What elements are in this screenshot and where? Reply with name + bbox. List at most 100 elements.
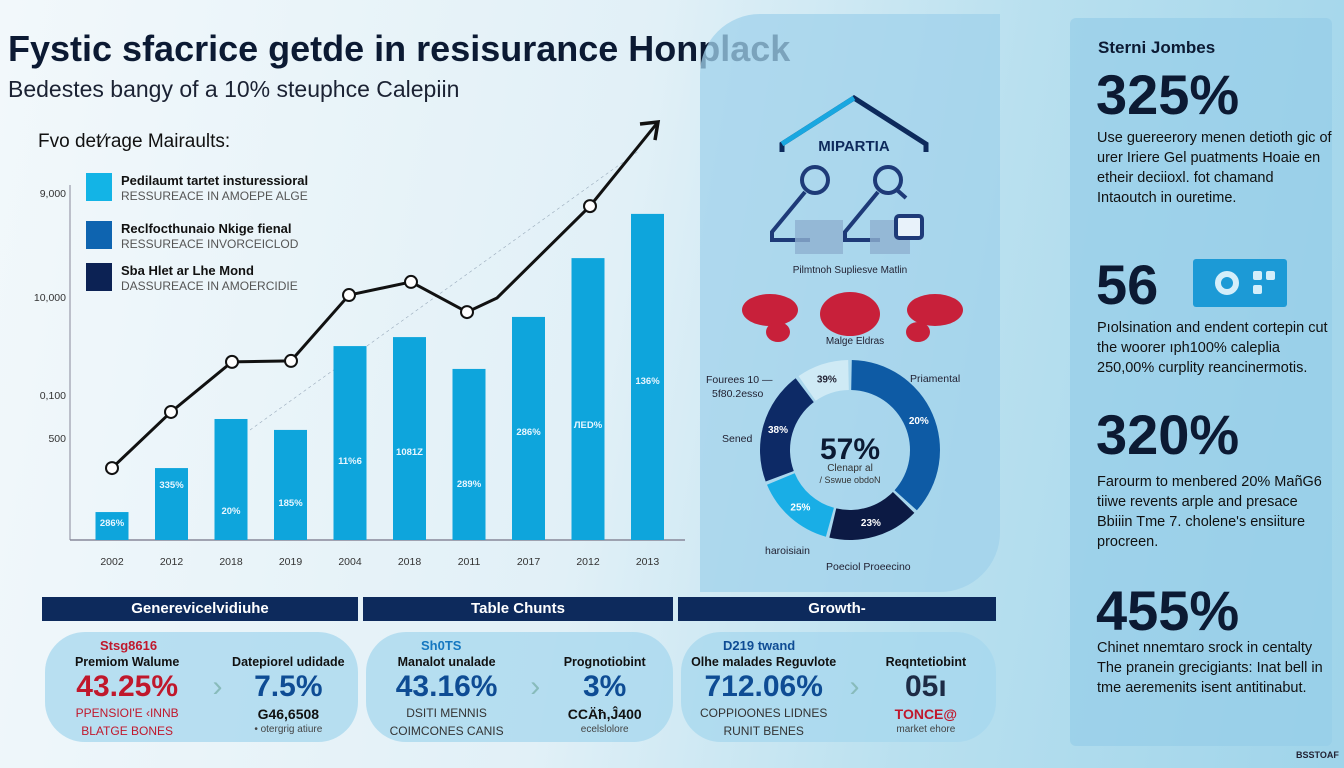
donut-label: Fourees 10 — xyxy=(706,374,773,386)
stat-value: 455% xyxy=(1096,579,1240,642)
donut-chart: 20% 23% 25% 38% 39% xyxy=(760,360,940,540)
donut-label: 5f80.2esso xyxy=(712,388,764,400)
trend-point xyxy=(225,354,239,369)
metric-label: Premiom Walume xyxy=(74,655,180,669)
x-tick-label: 2012 xyxy=(160,556,184,568)
metric-card: Sh0TS Manalot unalade 43.16% DSITI MENNI… xyxy=(366,632,673,742)
x-tick-label: 2011 xyxy=(458,556,481,568)
bar xyxy=(393,337,426,540)
metric-value: 43.25% xyxy=(76,670,179,703)
metric-label: Olhe malades Reguvlote xyxy=(691,655,837,669)
stat-text: Chinet nnemtaro srock in centalty The pr… xyxy=(1097,640,1323,696)
trend-point xyxy=(105,461,119,476)
donut-segment xyxy=(766,473,834,537)
metric-label: Manalot unalade xyxy=(397,655,496,669)
people-caption: Pilmtnoh Supliesve Matlin xyxy=(793,265,908,276)
x-tick-label: 2004 xyxy=(338,556,362,568)
bar-line-chart: 9,000 10,000 0,100 500 286% 2002 335% 2012 20% 20… xyxy=(34,120,685,568)
trend-point xyxy=(404,274,418,289)
metric-sub: COPPIOONES LIDNES xyxy=(699,706,828,720)
legend-swatch xyxy=(86,263,112,291)
bar xyxy=(512,316,545,540)
y-tick-label: 10,000 xyxy=(34,292,66,304)
donut-segment xyxy=(760,378,814,482)
metric-label: Prognotiobint xyxy=(563,655,646,669)
donut-segment xyxy=(829,491,915,540)
bar-value-label: 335% xyxy=(159,480,184,491)
metric-value: 712.06% xyxy=(704,670,823,703)
donut-segment-label: 25% xyxy=(790,502,810,513)
page-title: Fystic sfacrice getde in resisurance Hon… xyxy=(8,28,791,69)
donut-label: Sened xyxy=(722,433,753,445)
metric-sub: RUNIT BENES xyxy=(723,724,804,738)
trend-guide xyxy=(249,149,641,431)
bar xyxy=(571,258,605,540)
section-header: Growth- xyxy=(678,597,996,621)
stat-text: Pıolsination and endent cortepin cut the… xyxy=(1097,320,1328,376)
footer-watermark: BSSTOAF xyxy=(1296,750,1339,760)
card-tag: Sh0TS xyxy=(421,638,462,653)
bar-value-label: 289% xyxy=(457,479,482,490)
legend-sub: DASSUREACE IN AMOERCIDIE xyxy=(121,279,298,293)
trend-point xyxy=(164,404,178,419)
trend-point xyxy=(284,353,298,368)
chevron-right-icon: › xyxy=(212,670,223,703)
y-tick-label: 500 xyxy=(48,433,66,445)
bar-value-label: ЛED% xyxy=(574,420,603,431)
metric-sub: ecelslolore xyxy=(580,724,629,735)
donut-label: Poeciol Proeecino xyxy=(826,561,911,573)
bar xyxy=(95,512,129,540)
bar-value-label: 20% xyxy=(221,506,241,517)
x-tick-label: 2013 xyxy=(636,556,660,568)
x-tick-label: 2012 xyxy=(576,556,600,568)
bar xyxy=(274,429,307,540)
bar xyxy=(452,368,486,540)
stats-heading: Sterni Jombes xyxy=(1098,38,1216,57)
metric-sub: BLATGE BONES xyxy=(81,724,174,738)
metric-card: D219 twand Olhe malades Reguvlote 712.06… xyxy=(681,632,996,742)
bar-value-label: 1081Z xyxy=(396,447,423,458)
legend-sub: RESSUREACE INVORCEICLOD xyxy=(121,237,299,251)
legend-swatch xyxy=(86,221,112,249)
metric-sub: • otergrig atiure xyxy=(254,724,323,735)
people-search-icon xyxy=(770,165,924,254)
bar-value-label: 185% xyxy=(278,498,303,509)
x-tick-label: 2017 xyxy=(517,556,541,568)
x-tick-label: 2018 xyxy=(398,556,422,568)
section-header: Generevicelvidiuhe xyxy=(42,597,358,621)
center-graphics: MIPARTIA Pilmtnoh Supliesve Matlin Malge… xyxy=(706,95,963,573)
metric-sub: DSITI MENNIS xyxy=(406,706,487,720)
section-header: Table Chunts xyxy=(363,597,673,621)
bar xyxy=(631,213,664,541)
chevron-right-icon: › xyxy=(530,670,541,703)
donut-segment xyxy=(798,360,849,401)
stat-value: 320% xyxy=(1096,403,1240,466)
donut-segment xyxy=(851,360,940,511)
x-tick-label: 2018 xyxy=(219,556,243,568)
right-stats-panel xyxy=(1070,18,1332,746)
trend-point xyxy=(583,199,597,214)
house-logo-icon xyxy=(779,95,929,152)
donut-segment-label: 39% xyxy=(817,375,837,386)
bar-value-label: 286% xyxy=(100,518,125,529)
trend-point xyxy=(342,288,356,303)
x-tick-label: 2019 xyxy=(279,556,303,568)
bar xyxy=(155,468,188,540)
x-tick-label: 2002 xyxy=(100,556,124,568)
donut-center-label: Clenapr al xyxy=(827,463,873,474)
metric-label: Datepiorel udidade xyxy=(232,655,345,669)
stat-text: Farourm to menbered 20% MañG6 tiiwe reve… xyxy=(1097,474,1322,550)
metric-sub: market ehore xyxy=(896,724,956,735)
chart-title: Fvo det⁄rage Mairaults: xyxy=(38,131,231,152)
stat-text: Use guereerory menen detioth gic of urer… xyxy=(1097,130,1332,206)
world-map-icon xyxy=(742,292,963,342)
trend-point xyxy=(460,305,474,320)
card-tag: D219 twand xyxy=(723,638,796,653)
donut-center-sublabel: / Sswue obdoN xyxy=(819,475,880,485)
map-caption: Malge Eldras xyxy=(826,336,884,347)
metric-value: 7.5% xyxy=(254,670,323,703)
stat-value: 56 xyxy=(1096,253,1159,316)
device-icon xyxy=(1193,259,1287,307)
metric-value: 3% xyxy=(583,670,627,703)
metric-card: Stsg8616 Premiom Walume 43.25% PPENSIOI'… xyxy=(45,632,358,742)
